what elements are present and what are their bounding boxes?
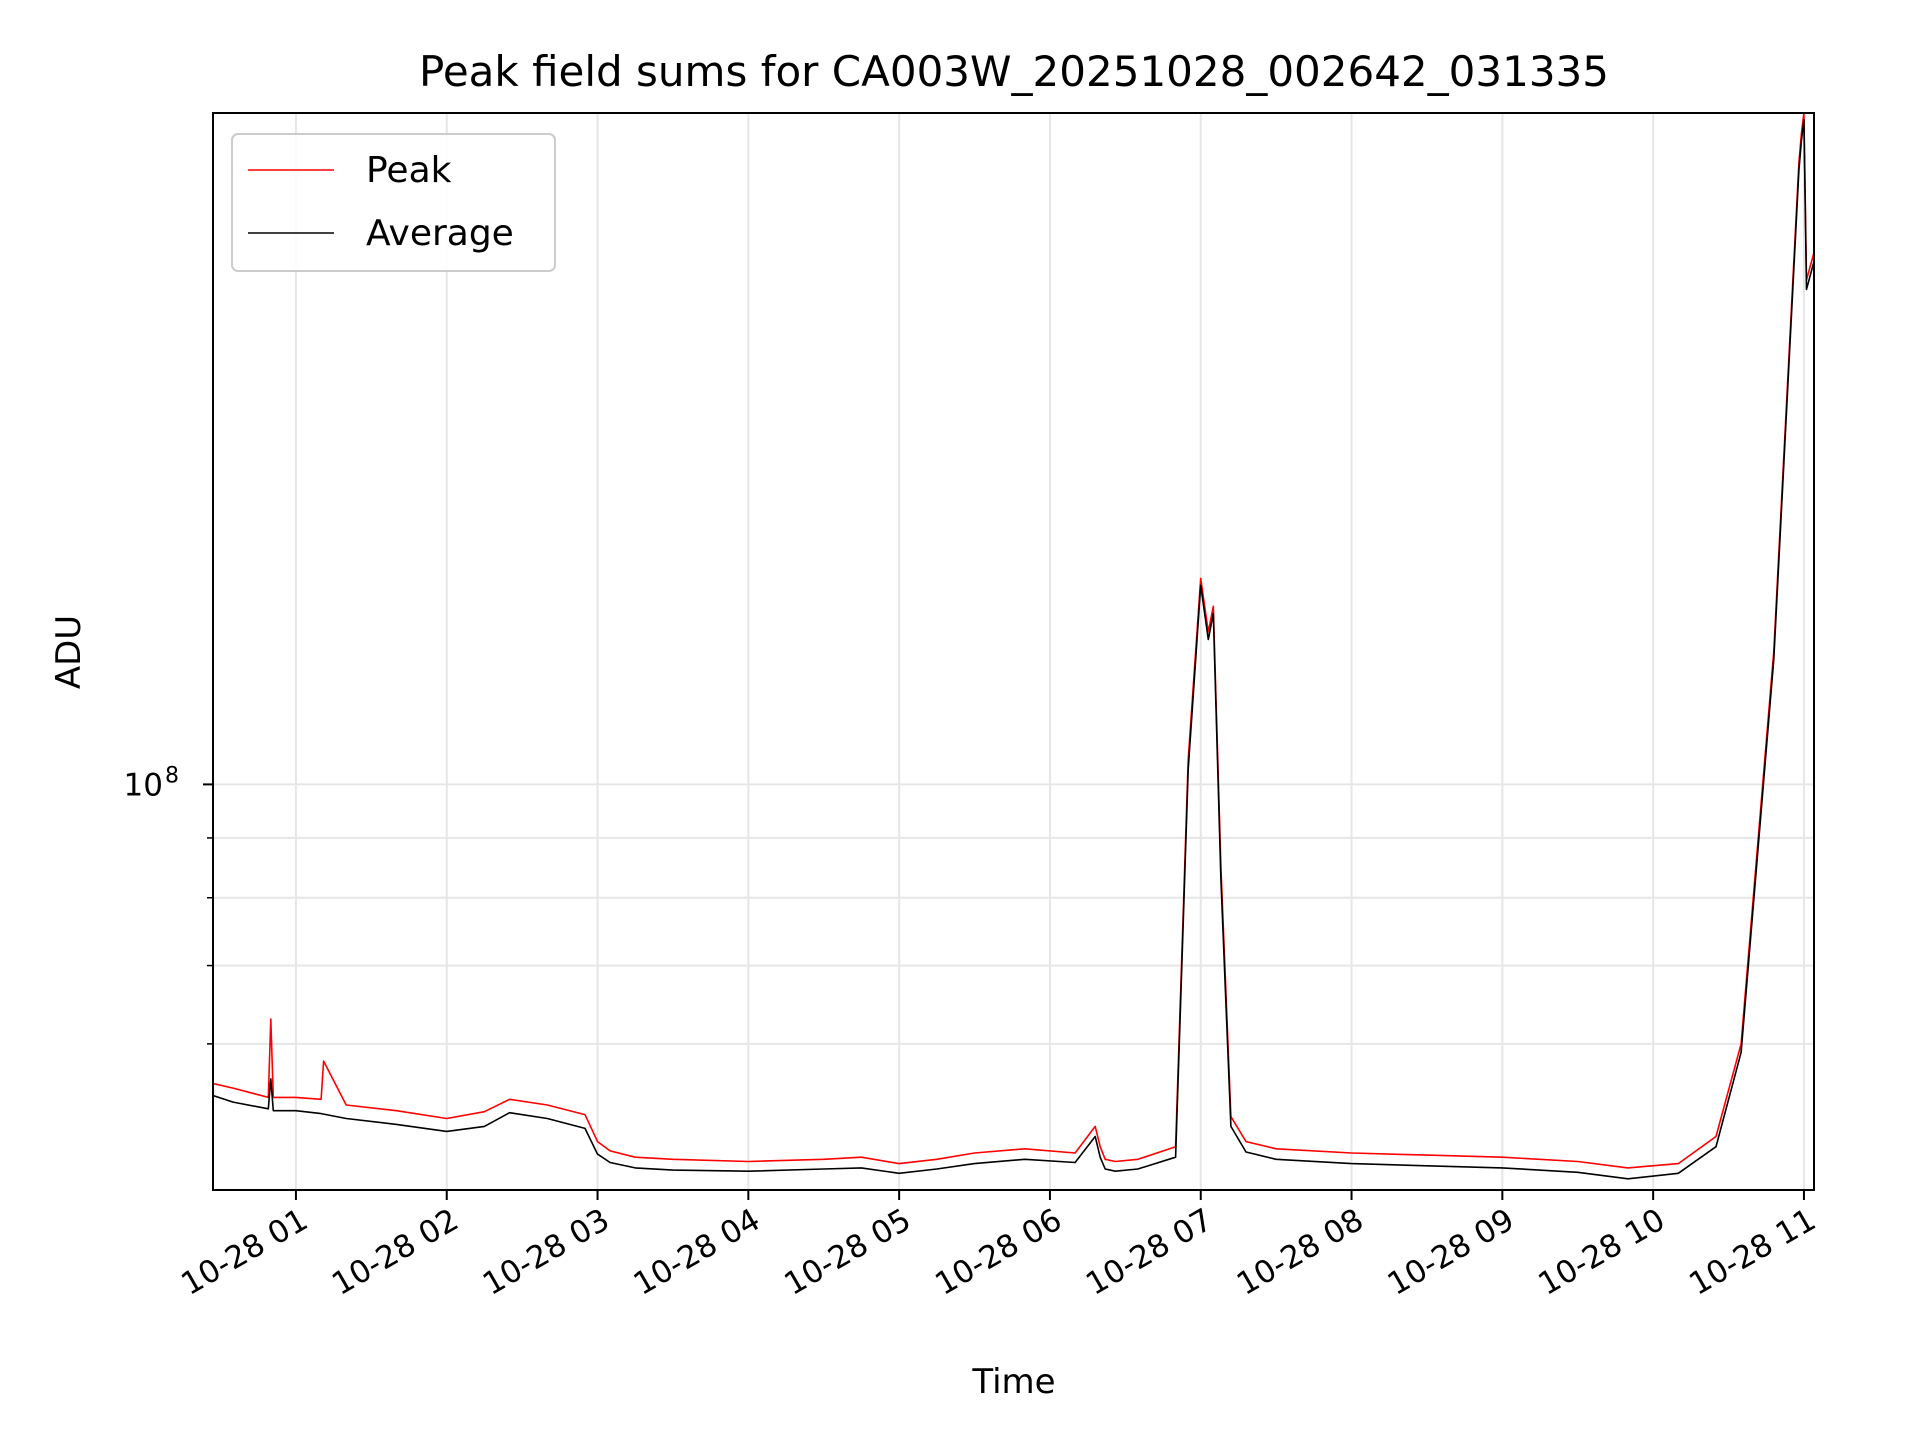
legend: Peak Average — [231, 133, 556, 272]
legend-label-average: Average — [366, 213, 514, 254]
y-axis-ticks: 10 8 — [124, 763, 213, 1045]
y-axis-label: ADU — [49, 615, 89, 689]
series-line-peak — [213, 113, 1814, 1169]
x-axis-label: Time — [971, 1362, 1055, 1402]
y-tick-exponent: 8 — [165, 763, 179, 788]
grid-layer — [213, 113, 1814, 1190]
legend-box — [231, 133, 556, 272]
y-tick-label: 10 — [124, 767, 163, 803]
series-line-average — [213, 119, 1814, 1180]
series-layer — [213, 113, 1814, 1180]
legend-label-peak: Peak — [366, 150, 452, 191]
plot-frame — [212, 112, 1815, 1191]
chart-title: Peak field sums for CA003W_20251028_0026… — [419, 47, 1609, 96]
